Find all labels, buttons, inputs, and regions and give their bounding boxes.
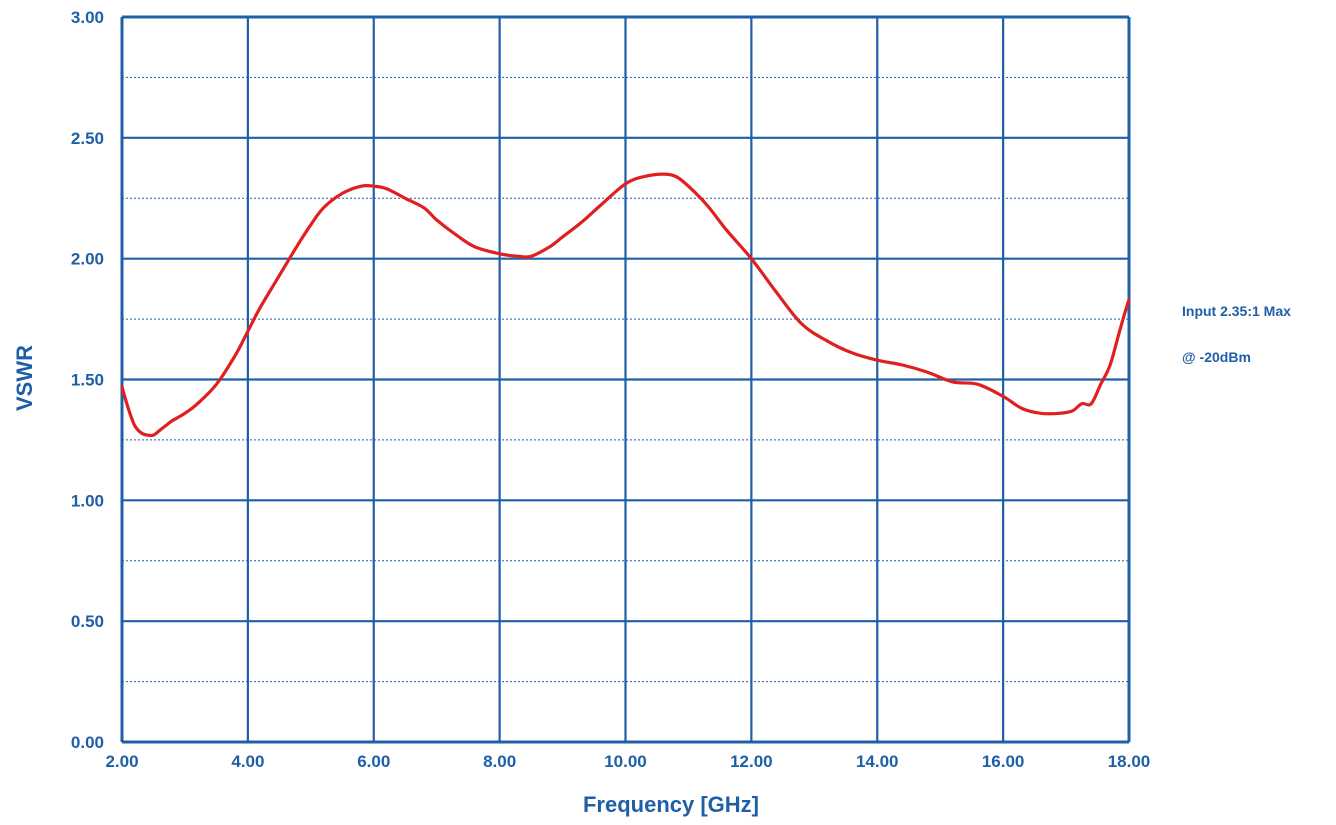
y-tick-label: 0.00 — [71, 733, 104, 752]
x-tick-label: 16.00 — [982, 752, 1025, 771]
x-tick-label: 18.00 — [1108, 752, 1151, 771]
y-tick-label: 2.00 — [71, 250, 104, 269]
y-axis-title: VSWR — [12, 345, 37, 411]
x-tick-label: 6.00 — [357, 752, 390, 771]
y-tick-label: 1.00 — [71, 491, 104, 510]
x-tick-label: 8.00 — [483, 752, 516, 771]
x-tick-label: 4.00 — [231, 752, 264, 771]
x-tick-labels: 2.00 4.00 6.00 8.00 10.00 12.00 14.00 16.00 18.0… — [105, 752, 1150, 771]
major-gridlines — [120, 15, 1131, 744]
y-tick-labels: 0.00 0.50 1.00 1.50 2.00 2.50 3.00 — [71, 8, 104, 752]
annotation-power: @ -20dBm — [1182, 349, 1251, 365]
x-tick-label: 14.00 — [856, 752, 899, 771]
x-tick-label: 2.00 — [105, 752, 138, 771]
annotation-max: Input 2.35:1 Max — [1182, 303, 1291, 319]
vswr-series-line — [120, 172, 1131, 438]
y-tick-label: 2.50 — [71, 129, 104, 148]
y-tick-label: 3.00 — [71, 8, 104, 27]
x-tick-label: 12.00 — [730, 752, 773, 771]
x-axis-title: Frequency [GHz] — [583, 792, 759, 817]
y-tick-label: 0.50 — [71, 612, 104, 631]
x-tick-label: 10.00 — [604, 752, 647, 771]
y-tick-label: 1.50 — [71, 371, 104, 390]
